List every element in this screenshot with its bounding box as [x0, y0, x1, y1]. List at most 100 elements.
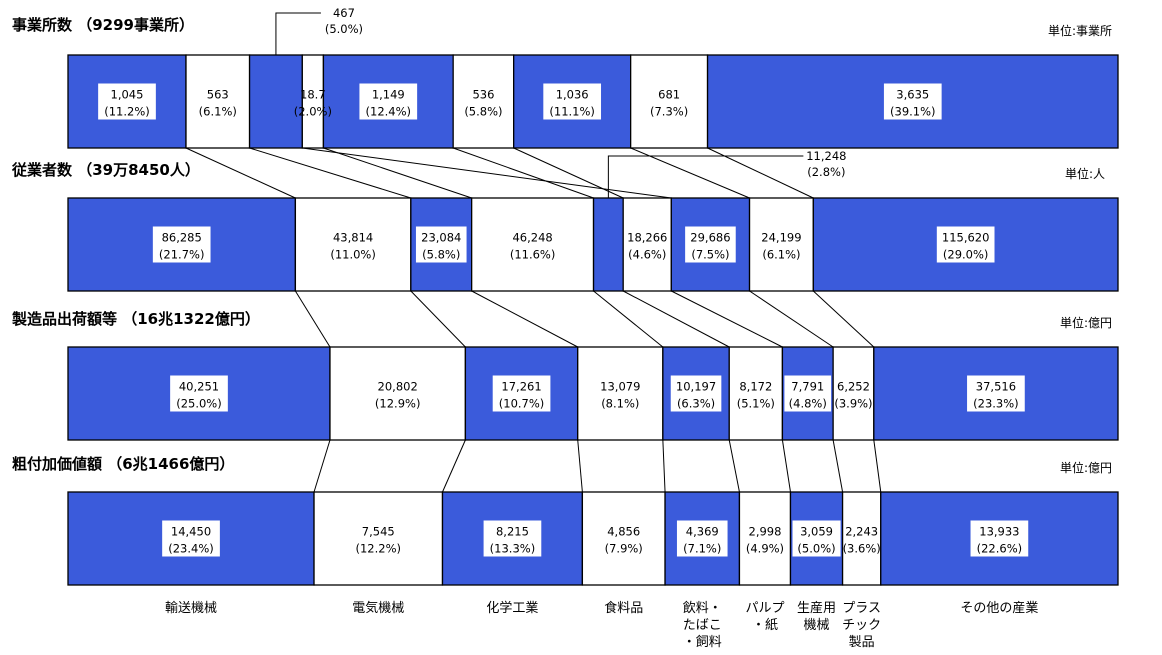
- label-bg-series-2-cat-7: [685, 226, 736, 263]
- percent-label-series-3-cat-6: (5.1%): [737, 397, 775, 411]
- connector-2-8: [812, 290, 875, 348]
- value-label-series-3-cat-5: 10,197: [676, 380, 716, 394]
- connector-3-5: [728, 439, 740, 493]
- label-bg-series-3-cat-3: [492, 375, 551, 412]
- value-label-series-3-cat-4: 13,079: [600, 380, 640, 394]
- labels-layer: 事業所数 （9299事業所） 単位:事業所 1,045 (11.2%) 563 (6.1%…: [11, 6, 1112, 650]
- value-label-series-2-cat-6: 18,266: [627, 231, 667, 245]
- value-label-series-4-cat-8: 2,243: [845, 525, 878, 539]
- label-bg-series-1-cat-9: [883, 83, 942, 120]
- category-label-5-line-3: ・飼料: [683, 635, 722, 650]
- value-label-series-3-cat-7: 7,791: [791, 380, 824, 394]
- callout-value-series-2: 11,248: [806, 149, 846, 163]
- connector-2-7: [749, 290, 834, 348]
- bar-segment-series-4-cat-4: [581, 491, 666, 586]
- percent-label-series-1-cat-5: (5.8%): [464, 105, 502, 119]
- value-label-series-2-cat-8: 24,199: [761, 231, 801, 245]
- label-bg-series-1-cat-7: [543, 83, 602, 120]
- value-label-series-2-cat-4: 46,248: [512, 231, 552, 245]
- connector-3-2: [442, 439, 466, 493]
- percent-label-series-3-cat-7: (4.8%): [789, 397, 827, 411]
- category-label-5-line-2: たばこ: [683, 618, 722, 633]
- percent-label-series-4-cat-9: (22.6%): [977, 542, 1023, 556]
- bar-segment-series-2-cat-4: [471, 197, 595, 292]
- label-bg-series-2-cat-9: [936, 226, 995, 263]
- connector-3-6: [781, 439, 791, 493]
- category-label-8-line-2: チック: [842, 618, 881, 633]
- unit-label-series-2: 単位:人: [1065, 166, 1105, 181]
- value-label-series-4-cat-4: 4,856: [607, 525, 640, 539]
- percent-label-series-3-cat-8: (3.9%): [834, 397, 872, 411]
- row-title-series-1: 事業所数 （9299事業所）: [12, 16, 194, 34]
- value-label-series-3-cat-9: 37,516: [976, 380, 1016, 394]
- connector-1-5: [513, 147, 624, 199]
- value-label-series-3-cat-1: 40,251: [179, 380, 219, 394]
- unit-label-series-4: 単位:億円: [1060, 460, 1112, 475]
- percent-label-series-4-cat-5: (7.1%): [683, 542, 721, 556]
- percent-label-series-3-cat-5: (6.3%): [677, 397, 715, 411]
- category-label-8-line-3: 製品: [849, 635, 875, 650]
- bar-segment-series-1-cat-5: [452, 54, 515, 149]
- category-label-7-line-1: 生産用: [797, 600, 836, 616]
- value-label-series-4-cat-6: 2,998: [749, 525, 782, 539]
- unit-label-series-1: 単位:事業所: [1048, 23, 1112, 38]
- callout-value-series-1: 467: [333, 6, 355, 20]
- bar-segment-series-2-cat-8: [748, 197, 814, 292]
- label-bg-series-1-cat-4: [359, 83, 418, 120]
- bar-segment-series-4-cat-2: [313, 491, 444, 586]
- percent-label-series-1-cat-7: (11.1%): [549, 105, 595, 119]
- percent-label-series-1-cat-9: (39.1%): [890, 105, 936, 119]
- bar-segment-series-4-cat-6: [738, 491, 792, 586]
- percent-label-series-1-cat-3: (2.0%): [294, 105, 332, 119]
- value-label-series-2-cat-3: 23,084: [421, 231, 461, 245]
- value-label-series-2-cat-9: 115,620: [942, 231, 990, 245]
- label-bg-series-1-cat-1: [98, 83, 156, 120]
- value-label-series-2-cat-1: 86,285: [162, 231, 202, 245]
- percent-label-series-3-cat-3: (10.7%): [499, 397, 545, 411]
- value-label-series-4-cat-2: 7,545: [362, 525, 395, 539]
- category-label-9-line-1: その他の産業: [960, 600, 1038, 616]
- label-bg-series-4-cat-3: [483, 520, 542, 557]
- value-label-series-4-cat-9: 13,933: [979, 525, 1019, 539]
- bar-segment-series-3-cat-8: [832, 346, 875, 441]
- bar-segment-series-3-cat-4: [577, 346, 664, 441]
- percent-label-series-1-cat-8: (7.3%): [650, 105, 688, 119]
- percent-label-series-4-cat-8: (3.6%): [843, 542, 881, 556]
- bar-segment-series-2-cat-5: [592, 197, 624, 292]
- bar-segment-series-1-cat-8: [630, 54, 709, 149]
- category-label-1-line-1: 輸送機械: [165, 601, 217, 616]
- label-bg-series-3-cat-5: [670, 375, 722, 412]
- unit-label-series-3: 単位:億円: [1060, 315, 1112, 330]
- bar-segment-series-2-cat-9: [812, 197, 1119, 292]
- percent-label-series-4-cat-7: (5.0%): [797, 542, 835, 556]
- bar-segment-series-3-cat-6: [728, 346, 784, 441]
- callout-percent-series-1: (5.0%): [325, 22, 363, 36]
- connector-3-3: [577, 439, 583, 493]
- bar-segment-series-1-cat-2: [185, 54, 251, 149]
- percent-label-series-2-cat-7: (7.5%): [691, 248, 729, 262]
- percent-label-series-3-cat-1: (25.0%): [176, 397, 222, 411]
- connector-1-2: [249, 147, 411, 199]
- category-label-2-line-1: 電気機械: [352, 600, 404, 616]
- percent-label-series-2-cat-6: (4.6%): [628, 248, 666, 262]
- connector-3-8: [873, 439, 882, 493]
- label-bg-series-2-cat-3: [415, 226, 467, 263]
- percent-label-series-2-cat-1: (21.7%): [159, 248, 205, 262]
- value-label-series-3-cat-6: 8,172: [739, 380, 772, 394]
- percent-label-series-4-cat-2: (12.2%): [356, 542, 402, 556]
- connector-1-6: [302, 147, 672, 199]
- bar-segment-series-1-cat-6: [248, 54, 303, 149]
- label-bg-series-4-cat-1: [162, 520, 220, 557]
- connector-3-7: [832, 439, 844, 493]
- label-bg-series-3-cat-7: [784, 375, 832, 412]
- percent-label-series-1-cat-4: (12.4%): [366, 105, 412, 119]
- row-title-series-3: 製造品出荷額等 （16兆1322億円）: [11, 310, 260, 328]
- bar-segment-series-3-cat-9: [873, 346, 1119, 441]
- percent-label-series-2-cat-3: (5.8%): [422, 248, 460, 262]
- percent-label-series-1-cat-2: (6.1%): [199, 105, 237, 119]
- connector-3-4: [662, 439, 666, 493]
- value-label-series-1-cat-9: 3,635: [896, 88, 929, 102]
- label-bg-series-3-cat-9: [967, 375, 1025, 412]
- percent-label-series-2-cat-2: (11.0%): [330, 248, 376, 262]
